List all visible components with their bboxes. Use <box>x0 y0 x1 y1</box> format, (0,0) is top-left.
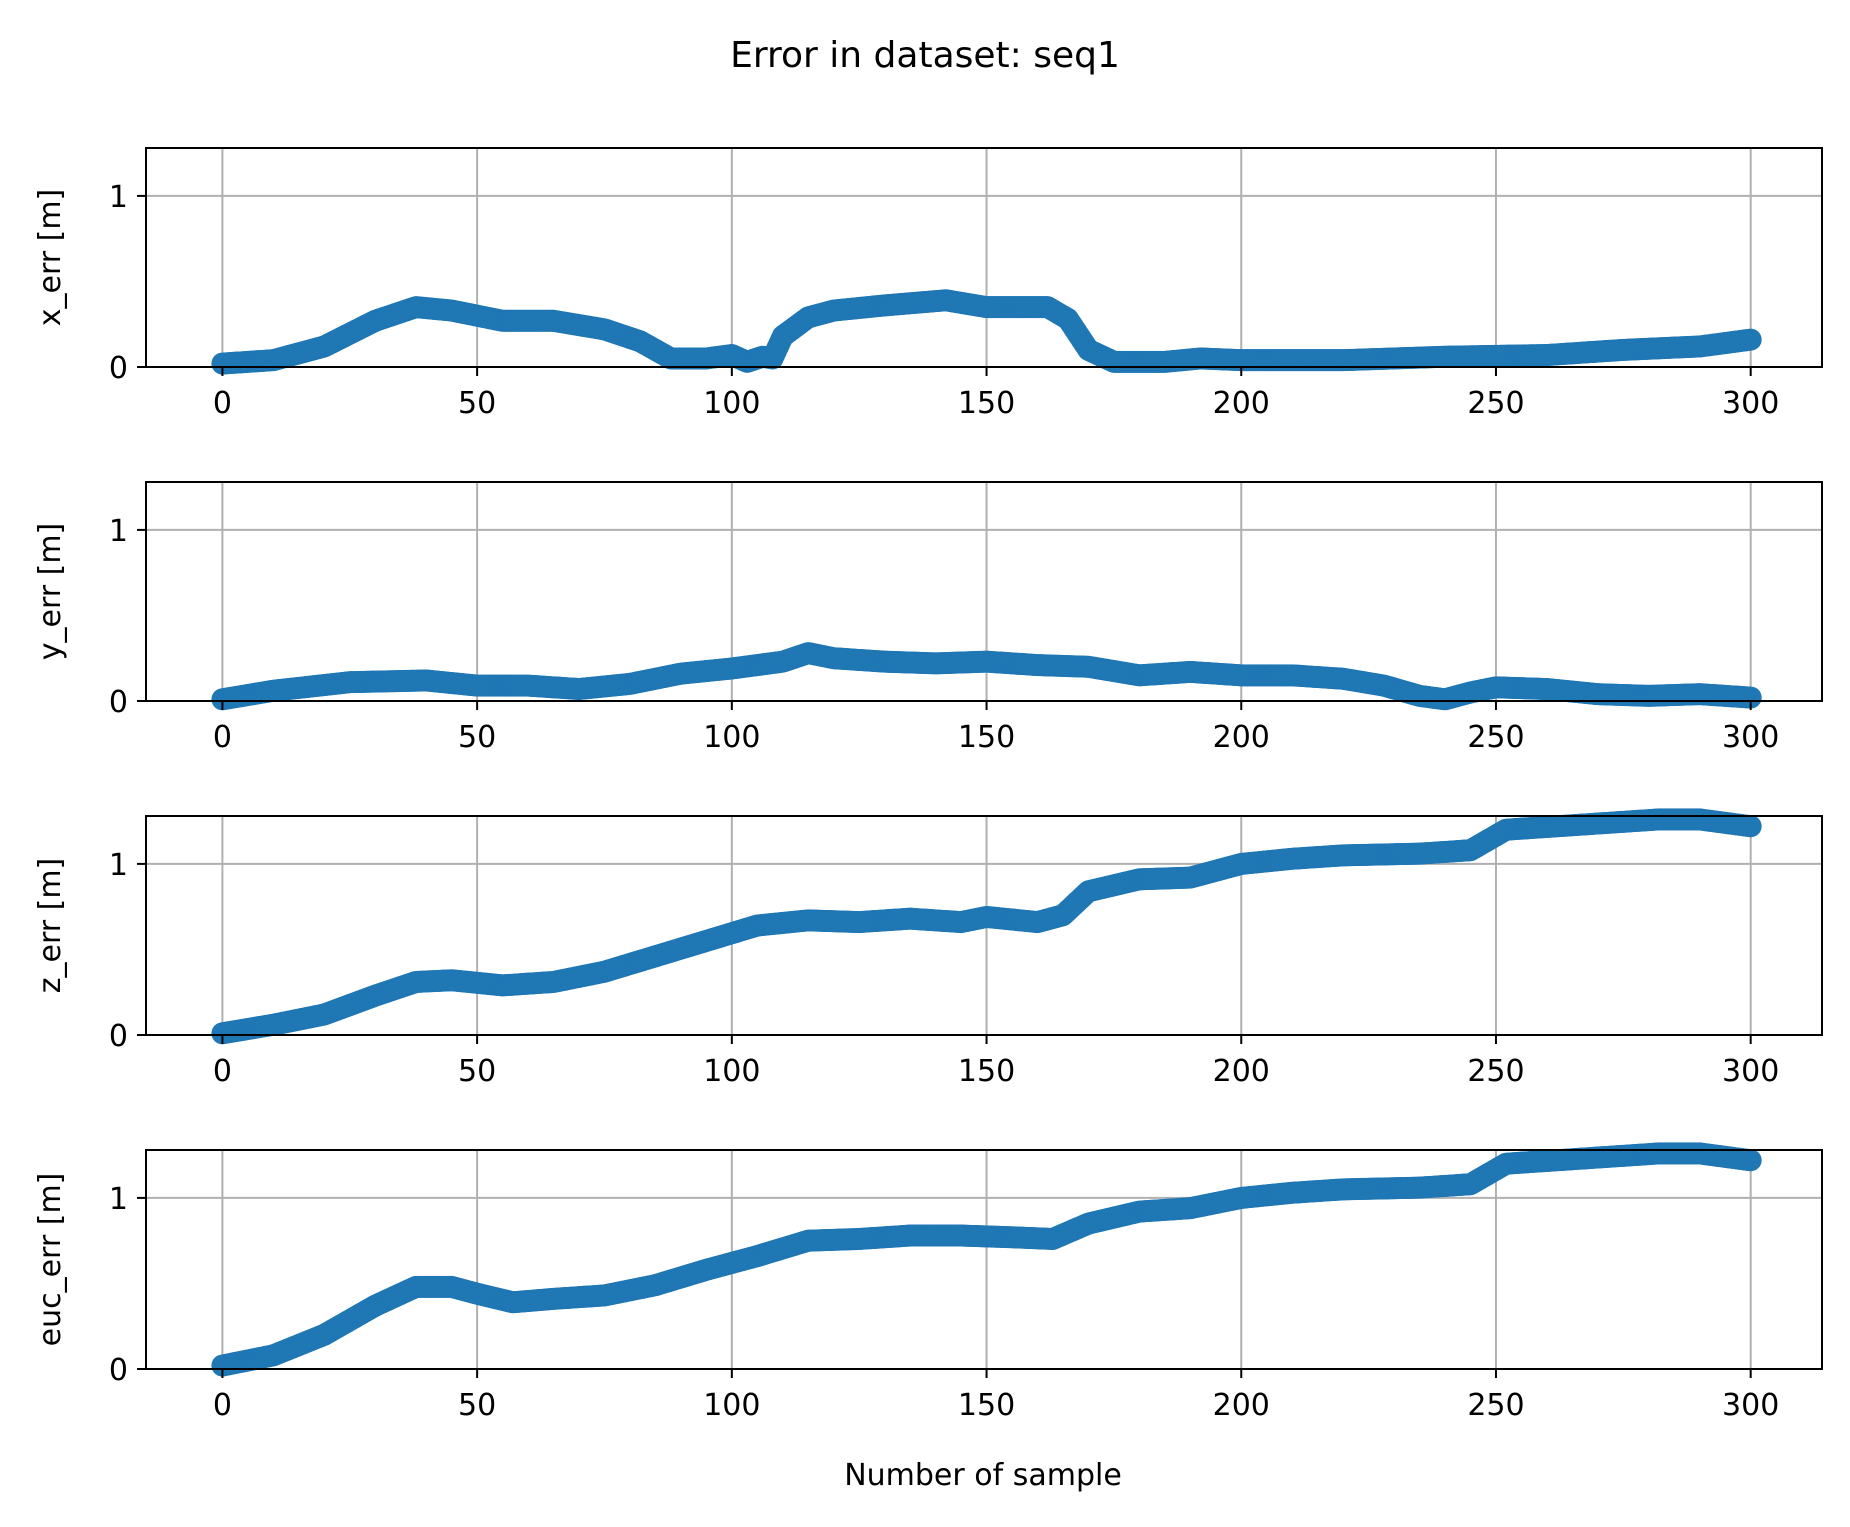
data-point <box>1739 1149 1762 1172</box>
x-tick-label: 200 <box>1213 386 1270 421</box>
x-tick-label: 250 <box>1467 720 1524 755</box>
x-tick-label: 150 <box>958 386 1015 421</box>
y-axis-label: euc_err [m] <box>33 1173 68 1347</box>
axes-frame <box>145 481 1823 702</box>
x-tick-label: 250 <box>1467 1054 1524 1089</box>
series-markers <box>211 289 1762 375</box>
x-tick-label: 0 <box>213 720 232 755</box>
x-tick-label: 50 <box>458 1388 496 1423</box>
y-tick-label: 1 <box>109 1182 128 1217</box>
y-tick-label: 0 <box>109 1353 128 1388</box>
x-tick-label: 50 <box>458 386 496 421</box>
y-axis-label: z_err [m] <box>33 858 68 994</box>
axes-frame <box>145 1149 1823 1370</box>
y-axis-label: x_err [m] <box>33 189 68 327</box>
x-tick-label: 100 <box>703 1054 760 1089</box>
x-tick-label: 300 <box>1722 720 1779 755</box>
subplot-2: 0 50 100 150 200 250 300 0 1 y_err [m] <box>33 481 1823 755</box>
subplot-3: 0 50 100 150 200 250 300 0 1 z_err [m] <box>33 808 1823 1089</box>
x-tick-label: 300 <box>1722 386 1779 421</box>
x-tick-label: 0 <box>213 1054 232 1089</box>
x-tick-label: 100 <box>703 386 760 421</box>
x-tick-label: 250 <box>1467 386 1524 421</box>
x-tick-label: 0 <box>213 1388 232 1423</box>
x-tick-label: 100 <box>703 720 760 755</box>
x-tick-label: 50 <box>458 1054 496 1089</box>
subplot-4: 0 50 100 150 200 250 300 0 1 euc_err [m] <box>33 1142 1823 1423</box>
x-tick-label: 50 <box>458 720 496 755</box>
x-tick-label: 150 <box>958 720 1015 755</box>
x-tick-label: 100 <box>703 1388 760 1423</box>
x-tick-label: 300 <box>1722 1054 1779 1089</box>
x-tick-label: 150 <box>958 1054 1015 1089</box>
y-tick-label: 0 <box>109 1019 128 1054</box>
y-axis-label: y_err [m] <box>33 523 68 661</box>
y-tick-label: 0 <box>109 351 128 386</box>
x-tick-label: 0 <box>213 386 232 421</box>
x-tick-label: 250 <box>1467 1388 1524 1423</box>
axes-frame <box>145 147 1823 368</box>
y-tick-label: 1 <box>109 180 128 215</box>
x-tick-label: 200 <box>1213 1388 1270 1423</box>
x-tick-label: 200 <box>1213 1054 1270 1089</box>
x-tick-label: 300 <box>1722 1388 1779 1423</box>
axes-frame <box>145 815 1823 1036</box>
x-axis-label: Number of sample <box>844 1458 1122 1493</box>
chart-title: Error in dataset: seq1 <box>730 35 1120 76</box>
series-markers <box>211 808 1762 1045</box>
data-point <box>1739 328 1762 351</box>
data-point <box>1739 815 1762 838</box>
subplot-1: 0 50 100 150 200 250 300 0 1 x_err [m] <box>33 147 1823 421</box>
x-tick-label: 200 <box>1213 720 1270 755</box>
data-point <box>1739 686 1762 709</box>
y-tick-label: 1 <box>109 514 128 549</box>
x-tick-label: 150 <box>958 1388 1015 1423</box>
series-markers <box>211 1142 1762 1377</box>
y-tick-label: 0 <box>109 685 128 720</box>
y-tick-label: 1 <box>109 848 128 883</box>
